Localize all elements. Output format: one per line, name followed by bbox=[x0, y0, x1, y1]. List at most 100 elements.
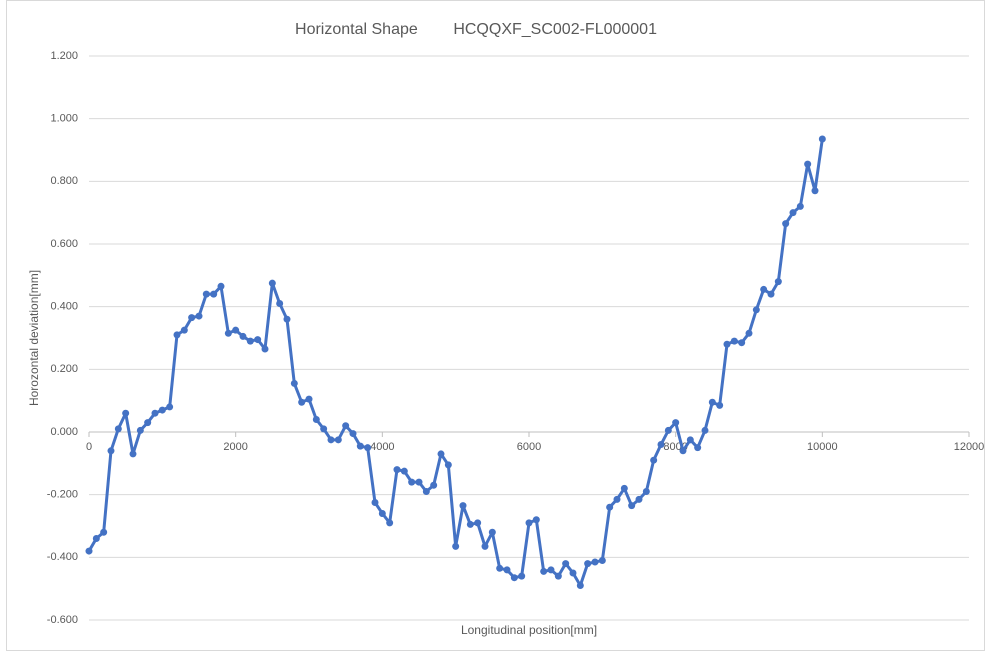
data-point bbox=[452, 542, 460, 550]
data-point bbox=[136, 426, 144, 434]
data-point bbox=[811, 187, 819, 195]
data-point bbox=[320, 425, 328, 433]
data-point bbox=[202, 290, 210, 298]
data-point bbox=[716, 401, 724, 409]
data-point bbox=[298, 398, 306, 406]
y-tick-label: -0.600 bbox=[47, 614, 78, 626]
data-point bbox=[378, 509, 386, 517]
data-point bbox=[657, 441, 665, 449]
data-point bbox=[532, 516, 540, 524]
y-tick-label: 0.800 bbox=[50, 175, 78, 187]
x-tick-label: 2000 bbox=[223, 441, 247, 453]
data-point bbox=[415, 478, 423, 486]
data-point bbox=[210, 290, 218, 298]
data-point bbox=[576, 582, 584, 590]
data-point bbox=[796, 202, 804, 210]
data-point bbox=[540, 567, 548, 575]
y-tick-label: 0.200 bbox=[50, 363, 78, 375]
data-point bbox=[496, 564, 504, 572]
data-point bbox=[217, 282, 225, 290]
data-point bbox=[422, 488, 430, 496]
data-point bbox=[312, 415, 320, 423]
data-point bbox=[334, 436, 342, 444]
chart-title: Horizontal Shape HCQQXF_SC002-FL000001 bbox=[295, 21, 657, 38]
data-point bbox=[474, 519, 482, 527]
data-point bbox=[386, 519, 394, 527]
data-point bbox=[393, 466, 401, 474]
data-point bbox=[232, 326, 240, 334]
data-point bbox=[290, 379, 298, 387]
data-point bbox=[767, 290, 775, 298]
data-point bbox=[708, 398, 716, 406]
data-point bbox=[613, 495, 621, 503]
x-tick-label: 0 bbox=[86, 441, 92, 453]
data-point bbox=[481, 542, 489, 550]
data-point bbox=[569, 569, 577, 577]
data-point bbox=[554, 572, 562, 580]
y-tick-label: 0.600 bbox=[50, 238, 78, 250]
data-point bbox=[562, 560, 570, 568]
data-point bbox=[620, 484, 628, 492]
data-point bbox=[100, 528, 108, 536]
data-point bbox=[173, 331, 181, 339]
data-point bbox=[276, 300, 284, 308]
data-point bbox=[525, 519, 533, 527]
data-point bbox=[774, 278, 782, 286]
data-point bbox=[818, 135, 826, 143]
data-point bbox=[598, 556, 606, 564]
x-tick-label: 10000 bbox=[807, 441, 838, 453]
y-tick-label: -0.200 bbox=[47, 489, 78, 501]
data-point bbox=[437, 450, 445, 458]
data-point bbox=[305, 395, 313, 403]
data-point bbox=[782, 220, 790, 228]
data-point bbox=[694, 444, 702, 452]
y-tick-label: 0.400 bbox=[50, 301, 78, 313]
data-point bbox=[635, 495, 643, 503]
x-axis-title: Longitudinal position[mm] bbox=[461, 623, 597, 637]
data-point bbox=[122, 409, 130, 417]
data-point bbox=[268, 279, 276, 287]
data-point bbox=[254, 336, 262, 344]
y-tick-label: 1.200 bbox=[50, 50, 78, 62]
data-point bbox=[628, 502, 636, 510]
data-point bbox=[107, 447, 115, 455]
data-point bbox=[650, 456, 658, 464]
data-point bbox=[430, 481, 438, 489]
data-point bbox=[672, 419, 680, 427]
data-point bbox=[752, 306, 760, 314]
data-point bbox=[547, 566, 555, 574]
data-point bbox=[356, 442, 364, 450]
data-point bbox=[195, 312, 203, 320]
data-point bbox=[166, 403, 174, 411]
x-tick-label: 6000 bbox=[517, 441, 541, 453]
data-point bbox=[606, 503, 614, 511]
data-point bbox=[180, 326, 188, 334]
data-point bbox=[371, 499, 379, 506]
data-point bbox=[158, 406, 166, 414]
y-axis-title: Horozontal deviation[mm] bbox=[27, 270, 41, 406]
data-point bbox=[444, 461, 452, 469]
data-point bbox=[642, 488, 650, 496]
data-point bbox=[723, 340, 731, 348]
data-point bbox=[789, 209, 797, 217]
data-point bbox=[239, 332, 247, 340]
data-point bbox=[466, 520, 474, 528]
y-tick-label: -0.400 bbox=[47, 551, 78, 563]
data-point bbox=[342, 422, 350, 430]
data-point bbox=[224, 329, 232, 337]
data-point bbox=[283, 315, 291, 323]
data-point bbox=[144, 419, 152, 427]
data-point bbox=[738, 339, 746, 347]
x-tick-label: 12000 bbox=[954, 441, 985, 453]
data-point bbox=[400, 467, 408, 475]
data-point bbox=[246, 337, 254, 345]
data-point bbox=[408, 478, 416, 486]
data-point bbox=[129, 450, 137, 458]
data-point bbox=[261, 345, 269, 353]
data-point bbox=[745, 329, 753, 337]
data-point bbox=[151, 409, 159, 417]
data-point bbox=[188, 314, 196, 322]
data-point bbox=[518, 572, 526, 580]
x-tick-label: 4000 bbox=[370, 441, 394, 453]
